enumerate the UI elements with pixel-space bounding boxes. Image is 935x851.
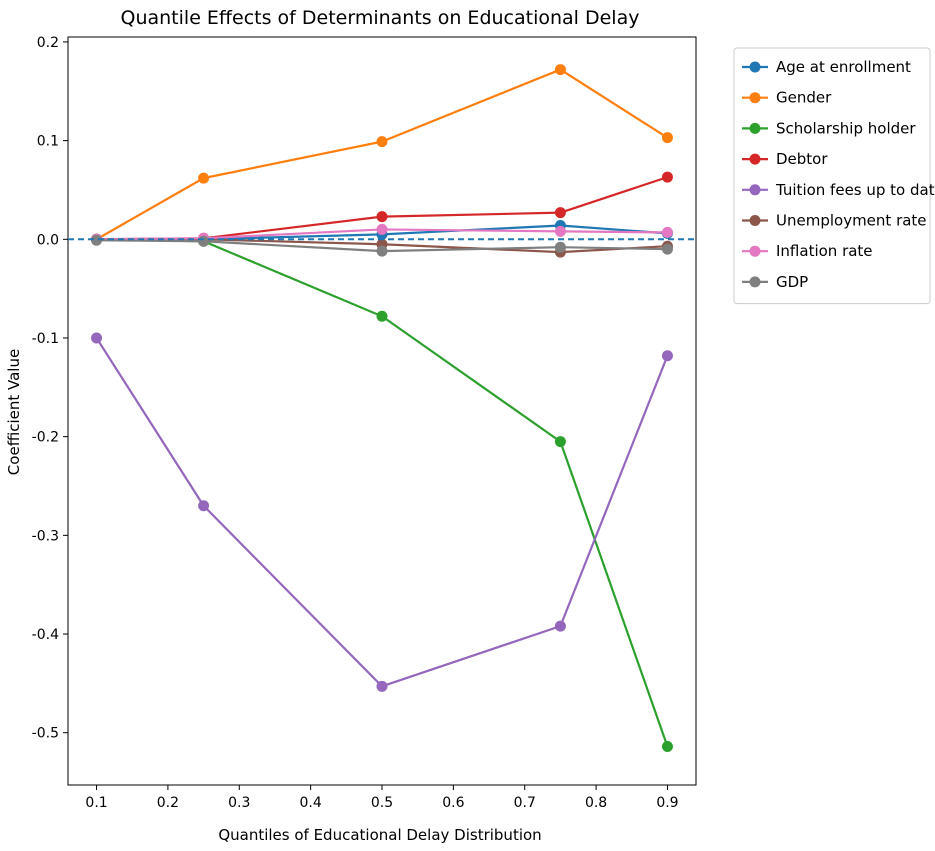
legend-label: Unemployment rate: [776, 212, 927, 230]
x-tick-label: 0.7: [514, 795, 536, 811]
data-point: [198, 235, 210, 247]
data-point: [198, 500, 210, 512]
data-point: [554, 207, 566, 219]
data-point: [376, 310, 388, 322]
x-tick-label: 0.3: [228, 795, 250, 811]
plot-frame: [67, 36, 697, 786]
y-tick-label: 0.1: [37, 134, 59, 150]
series-line-4: [95, 336, 669, 688]
data-point: [661, 350, 673, 362]
chart-title: Quantile Effects of Determinants on Educ…: [121, 7, 640, 29]
data-point: [661, 741, 673, 753]
legend-swatch-marker: [749, 122, 761, 134]
legend-label: Gender: [776, 89, 832, 107]
legend-label: Age at enrollment: [776, 58, 911, 76]
legend-swatch-marker: [749, 245, 761, 257]
data-point: [554, 620, 566, 632]
data-point: [376, 680, 388, 692]
data-point: [554, 241, 566, 253]
legend-swatch-marker: [749, 184, 761, 196]
legend-label: GDP: [776, 273, 808, 291]
legend-swatch-marker: [749, 92, 761, 104]
data-point: [91, 332, 103, 344]
legend-swatch-marker: [749, 276, 761, 288]
legend-label: Inflation rate: [776, 242, 873, 260]
data-point: [661, 226, 673, 238]
data-point: [376, 223, 388, 235]
x-tick-label: 0.4: [300, 795, 322, 811]
legend: Age at enrollment Gender Scholarship holde…: [733, 47, 935, 305]
legend-frame: [733, 47, 931, 305]
legend-label: Scholarship holder: [776, 119, 916, 137]
y-tick-label: -0.1: [32, 331, 59, 347]
data-point: [661, 132, 673, 144]
data-point: [198, 172, 210, 184]
x-axis-label: Quantiles of Educational Delay Distribut…: [218, 826, 541, 844]
data-point: [554, 436, 566, 448]
legend-label: Debtor: [776, 150, 828, 168]
y-axis-label: Coefficient Value: [5, 349, 23, 475]
legend-swatch-marker: [749, 61, 761, 73]
y-tick-label: 0.2: [37, 35, 59, 51]
y-tick-label: -0.5: [32, 726, 59, 742]
data-point: [376, 211, 388, 223]
y-tick-label: -0.3: [32, 528, 59, 544]
data-point: [554, 225, 566, 237]
x-tick-label: 0.6: [442, 795, 464, 811]
x-tick-label: 0.5: [371, 795, 393, 811]
x-tick-label: 0.8: [585, 795, 607, 811]
data-point: [661, 171, 673, 183]
y-tick-label: -0.2: [32, 430, 59, 446]
x-tick-label: 0.2: [157, 795, 179, 811]
data-point: [91, 234, 103, 246]
data-point: [554, 64, 566, 76]
legend-swatch-marker: [749, 215, 761, 226]
data-point: [661, 243, 673, 255]
y-tick-label: 0.0: [37, 232, 59, 248]
x-tick-label: 0.1: [85, 795, 107, 811]
plot-area: 0.1 0.2 0.3 0.4 0.5 0.6 0.7 0.8 0.9 0.2 0.1 0.0 -0.1…: [32, 35, 697, 811]
legend-swatch-marker: [749, 153, 761, 165]
data-point: [376, 136, 388, 148]
y-tick-label: -0.4: [32, 627, 59, 643]
legend-label: Tuition fees up to date: [775, 181, 935, 199]
data-point: [376, 245, 388, 257]
x-tick-label: 0.9: [656, 795, 678, 811]
